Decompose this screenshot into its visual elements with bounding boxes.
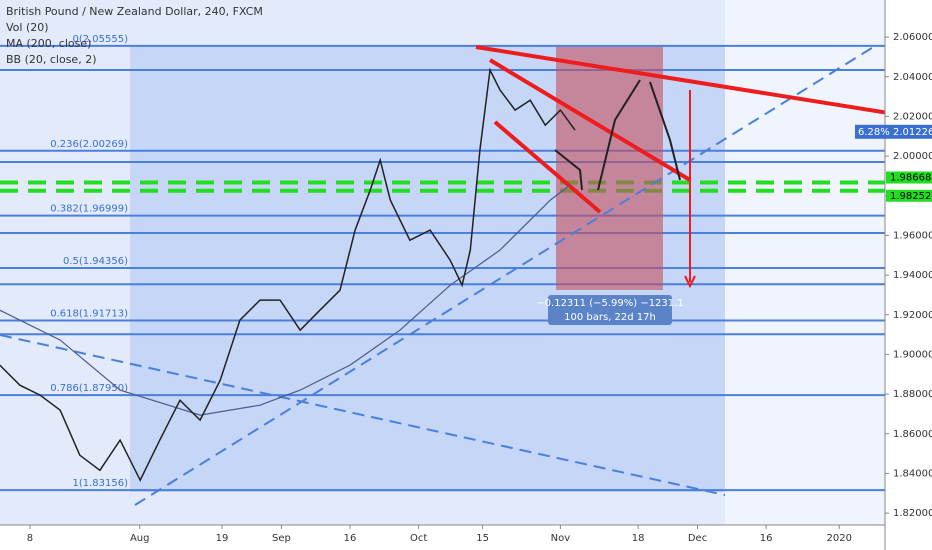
y-tick-label: 1.84000 [893,468,932,479]
measure-span: 100 bars, 22d 17h [564,312,656,323]
price-lines [0,67,576,482]
fib-label: 0.382(1.96999) [50,204,128,215]
y-tick-label: 2.00000 [893,151,932,162]
legend-item: BB (20, close, 2) [6,53,97,66]
y-tick-label: 1.82000 [893,508,932,519]
fib-label: 0.786(1.87950) [50,383,128,394]
y-tick-label: 2.04000 [893,72,932,83]
y-tick-label: 2.02000 [893,111,932,122]
time-axis [0,525,885,550]
x-tick-label: Nov [551,533,571,544]
y-tick-label: 1.92000 [893,310,932,321]
last-price-change: 6.28% [858,127,890,138]
x-tick-label: 18 [632,533,645,544]
future-area [725,0,885,525]
fib-label: 1(1.83156) [72,478,128,489]
legend-item: MA (200, close) [6,37,91,50]
price-axis [885,0,932,550]
y-tick-label: 1.94000 [893,270,932,281]
wedge-line [488,58,692,182]
y-tick-label: 2.06000 [893,32,932,43]
support-price-box [886,189,932,202]
measure-label [548,295,672,325]
fib-label: 0.5(1.94356) [63,256,128,267]
x-tick-label: 2020 [827,533,852,544]
trend-lines [0,45,932,506]
support-price-label: 1.98252 [890,191,931,202]
fib-label: 0(2.05555) [72,34,128,45]
price-line [0,67,576,482]
arrow-head [684,275,696,289]
fib-label: 0.618(1.91713) [50,308,128,319]
last-price-label: 2.01226 [893,127,932,138]
support-price-label: 1.98668 [890,173,931,184]
x-tick-label: Aug [130,533,150,544]
x-tick-label: 15 [476,533,489,544]
arrow [649,81,681,181]
arrow [597,79,641,191]
x-tick-label: 19 [216,533,229,544]
fib-label: 0.236(2.00269) [50,139,128,150]
wedge-line [475,45,932,122]
levels: 0(2.05555) 0.236(2.00269) 0.382(1.96999) 0.… [0,34,885,492]
ma-line [0,184,571,416]
last-price-box [855,124,932,139]
x-tick-label: Oct [410,533,427,544]
arrow [554,149,583,191]
x-tick-label: 16 [344,533,357,544]
x-tick-label: Sep [272,533,291,544]
x-tick-label: 8 [27,533,33,544]
y-tick-label: 1.96000 [893,230,932,241]
chart-title: British Pound / New Zealand Dollar, 240,… [6,5,263,18]
y-tick-label: 1.88000 [893,389,932,400]
support-price-box [886,171,932,184]
legend-item: Vol (20) [6,21,49,34]
range-box [556,47,663,290]
x-tick-label: Dec [688,533,707,544]
wedge-line [493,120,602,214]
measure-change: −0.12311 (−5.99%) −1231.1 [536,298,683,309]
trend-line [0,334,726,496]
y-tick-label: 1.90000 [893,349,932,360]
trend-line [134,45,876,506]
x-tick-label: 16 [760,533,773,544]
y-tick-label: 1.86000 [893,429,932,440]
